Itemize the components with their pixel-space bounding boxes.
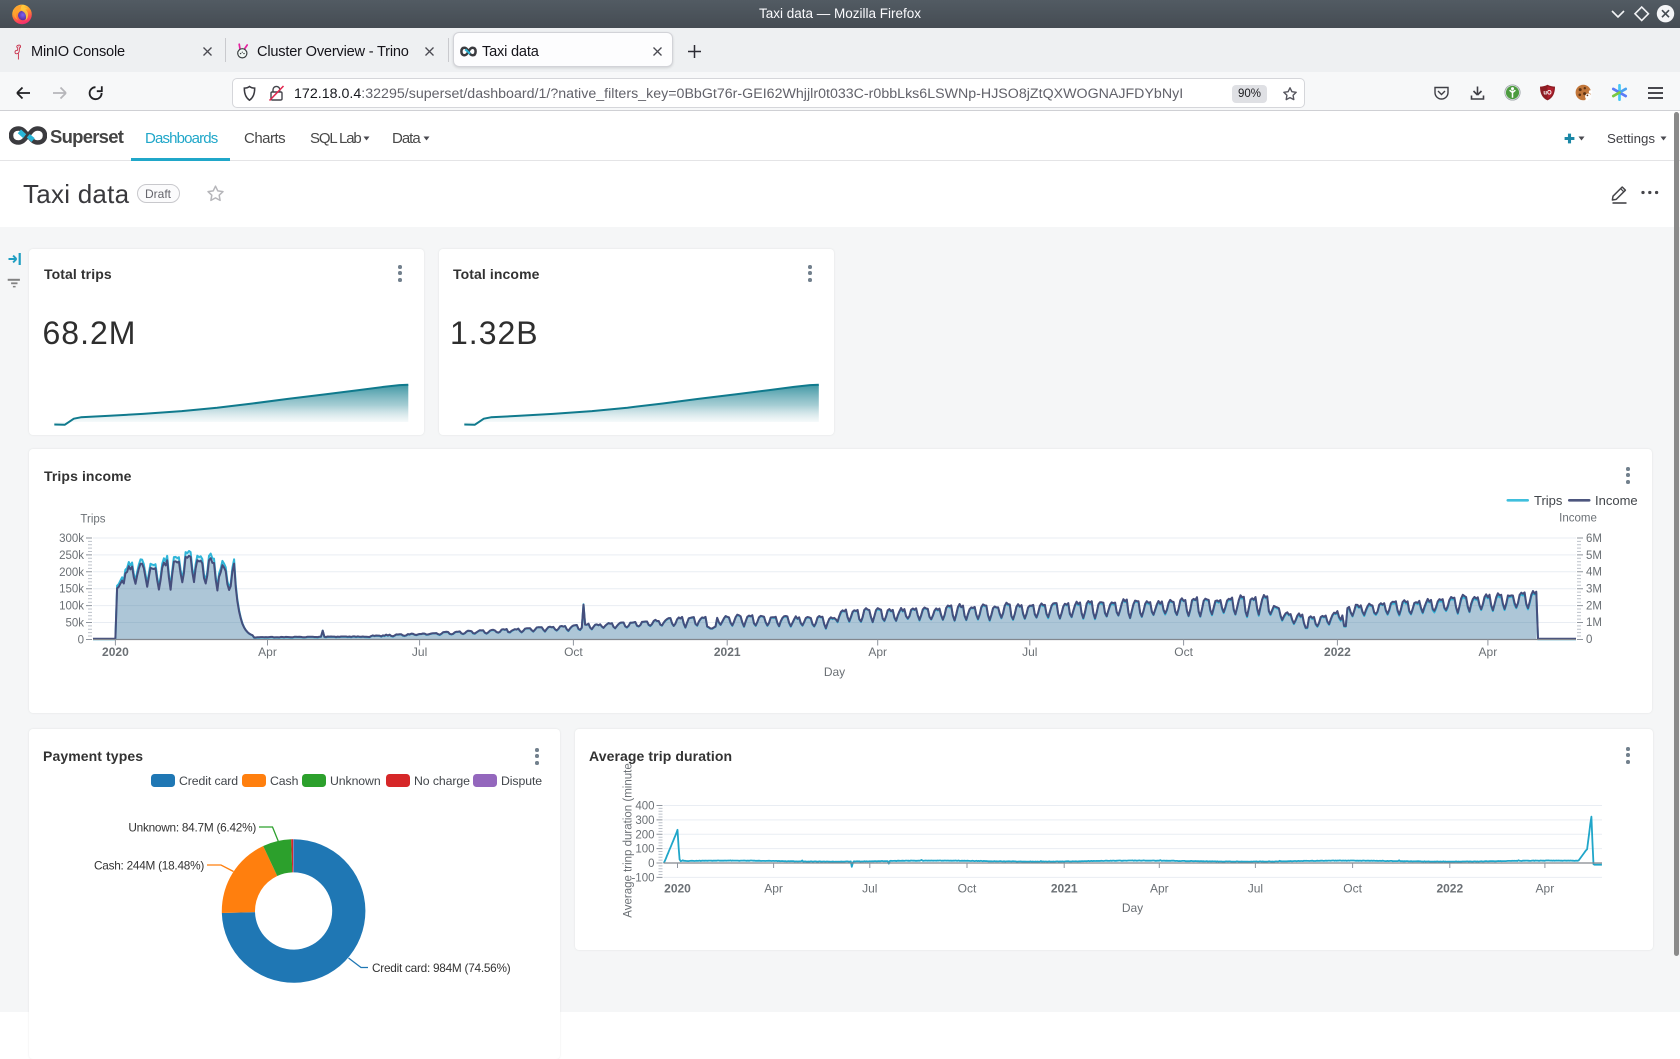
svg-text:No charge: No charge bbox=[414, 774, 470, 788]
svg-text:Apr: Apr bbox=[1479, 645, 1498, 659]
svg-text:100: 100 bbox=[635, 843, 654, 855]
svg-text:Oct: Oct bbox=[957, 881, 976, 895]
svg-text:250k: 250k bbox=[59, 549, 84, 561]
svg-text:400: 400 bbox=[635, 800, 654, 812]
svg-text:Apr: Apr bbox=[1535, 881, 1554, 895]
svg-text:Day: Day bbox=[824, 665, 845, 679]
svg-text:Credit card: Credit card bbox=[179, 774, 238, 788]
svg-text:Unknown: 84.7M (6.42%): Unknown: 84.7M (6.42%) bbox=[128, 820, 256, 834]
svg-text:300: 300 bbox=[635, 814, 654, 826]
svg-text:200: 200 bbox=[635, 829, 654, 841]
svg-text:2021: 2021 bbox=[1050, 881, 1077, 895]
svg-text:Trips: Trips bbox=[80, 513, 105, 525]
svg-text:2022: 2022 bbox=[1436, 881, 1463, 895]
svg-text:Cash: 244M (18.48%): Cash: 244M (18.48%) bbox=[94, 858, 204, 872]
svg-text:200k: 200k bbox=[59, 566, 84, 578]
svg-text:Average trinp duration (minute: Average trinp duration (minute bbox=[622, 763, 634, 918]
svg-text:Jul: Jul bbox=[862, 881, 877, 895]
svg-text:5M: 5M bbox=[1586, 549, 1602, 561]
svg-text:2020: 2020 bbox=[102, 645, 129, 659]
svg-text:6M: 6M bbox=[1586, 533, 1602, 545]
svg-text:Apr: Apr bbox=[868, 645, 887, 659]
svg-text:300k: 300k bbox=[59, 533, 84, 545]
svg-text:Oct: Oct bbox=[1343, 881, 1362, 895]
svg-text:0: 0 bbox=[1586, 634, 1592, 646]
svg-text:Day: Day bbox=[1121, 901, 1142, 915]
svg-text:Oct: Oct bbox=[1174, 645, 1193, 659]
svg-text:Apr: Apr bbox=[1149, 881, 1168, 895]
svg-text:100k: 100k bbox=[59, 600, 84, 612]
svg-text:Oct: Oct bbox=[564, 645, 583, 659]
svg-text:0: 0 bbox=[648, 858, 654, 870]
svg-text:2021: 2021 bbox=[714, 645, 741, 659]
svg-text:2022: 2022 bbox=[1324, 645, 1351, 659]
svg-text:Jul: Jul bbox=[1022, 645, 1037, 659]
svg-text:50k: 50k bbox=[65, 617, 84, 629]
svg-text:Income: Income bbox=[1559, 512, 1597, 524]
svg-text:1M: 1M bbox=[1586, 617, 1602, 629]
svg-text:Dispute: Dispute bbox=[501, 774, 542, 788]
svg-text:Trips: Trips bbox=[1534, 493, 1563, 508]
svg-text:Jul: Jul bbox=[1247, 881, 1262, 895]
svg-text:150k: 150k bbox=[59, 583, 84, 595]
svg-text:Apr: Apr bbox=[764, 881, 783, 895]
svg-text:3M: 3M bbox=[1586, 583, 1602, 595]
svg-text:2020: 2020 bbox=[664, 881, 691, 895]
svg-text:Apr: Apr bbox=[258, 645, 277, 659]
svg-text:Jul: Jul bbox=[412, 645, 427, 659]
svg-text:0: 0 bbox=[78, 634, 84, 646]
svg-text:Credit card: 984M (74.56%): Credit card: 984M (74.56%) bbox=[372, 961, 511, 975]
svg-text:uO: uO bbox=[1543, 91, 1552, 97]
svg-text:Unknown: Unknown bbox=[330, 774, 381, 788]
svg-text:Cash: Cash bbox=[270, 774, 299, 788]
svg-text:Income: Income bbox=[1595, 493, 1638, 508]
svg-text:4M: 4M bbox=[1586, 566, 1602, 578]
svg-text:2M: 2M bbox=[1586, 600, 1602, 612]
svg-text:-100: -100 bbox=[631, 872, 654, 884]
